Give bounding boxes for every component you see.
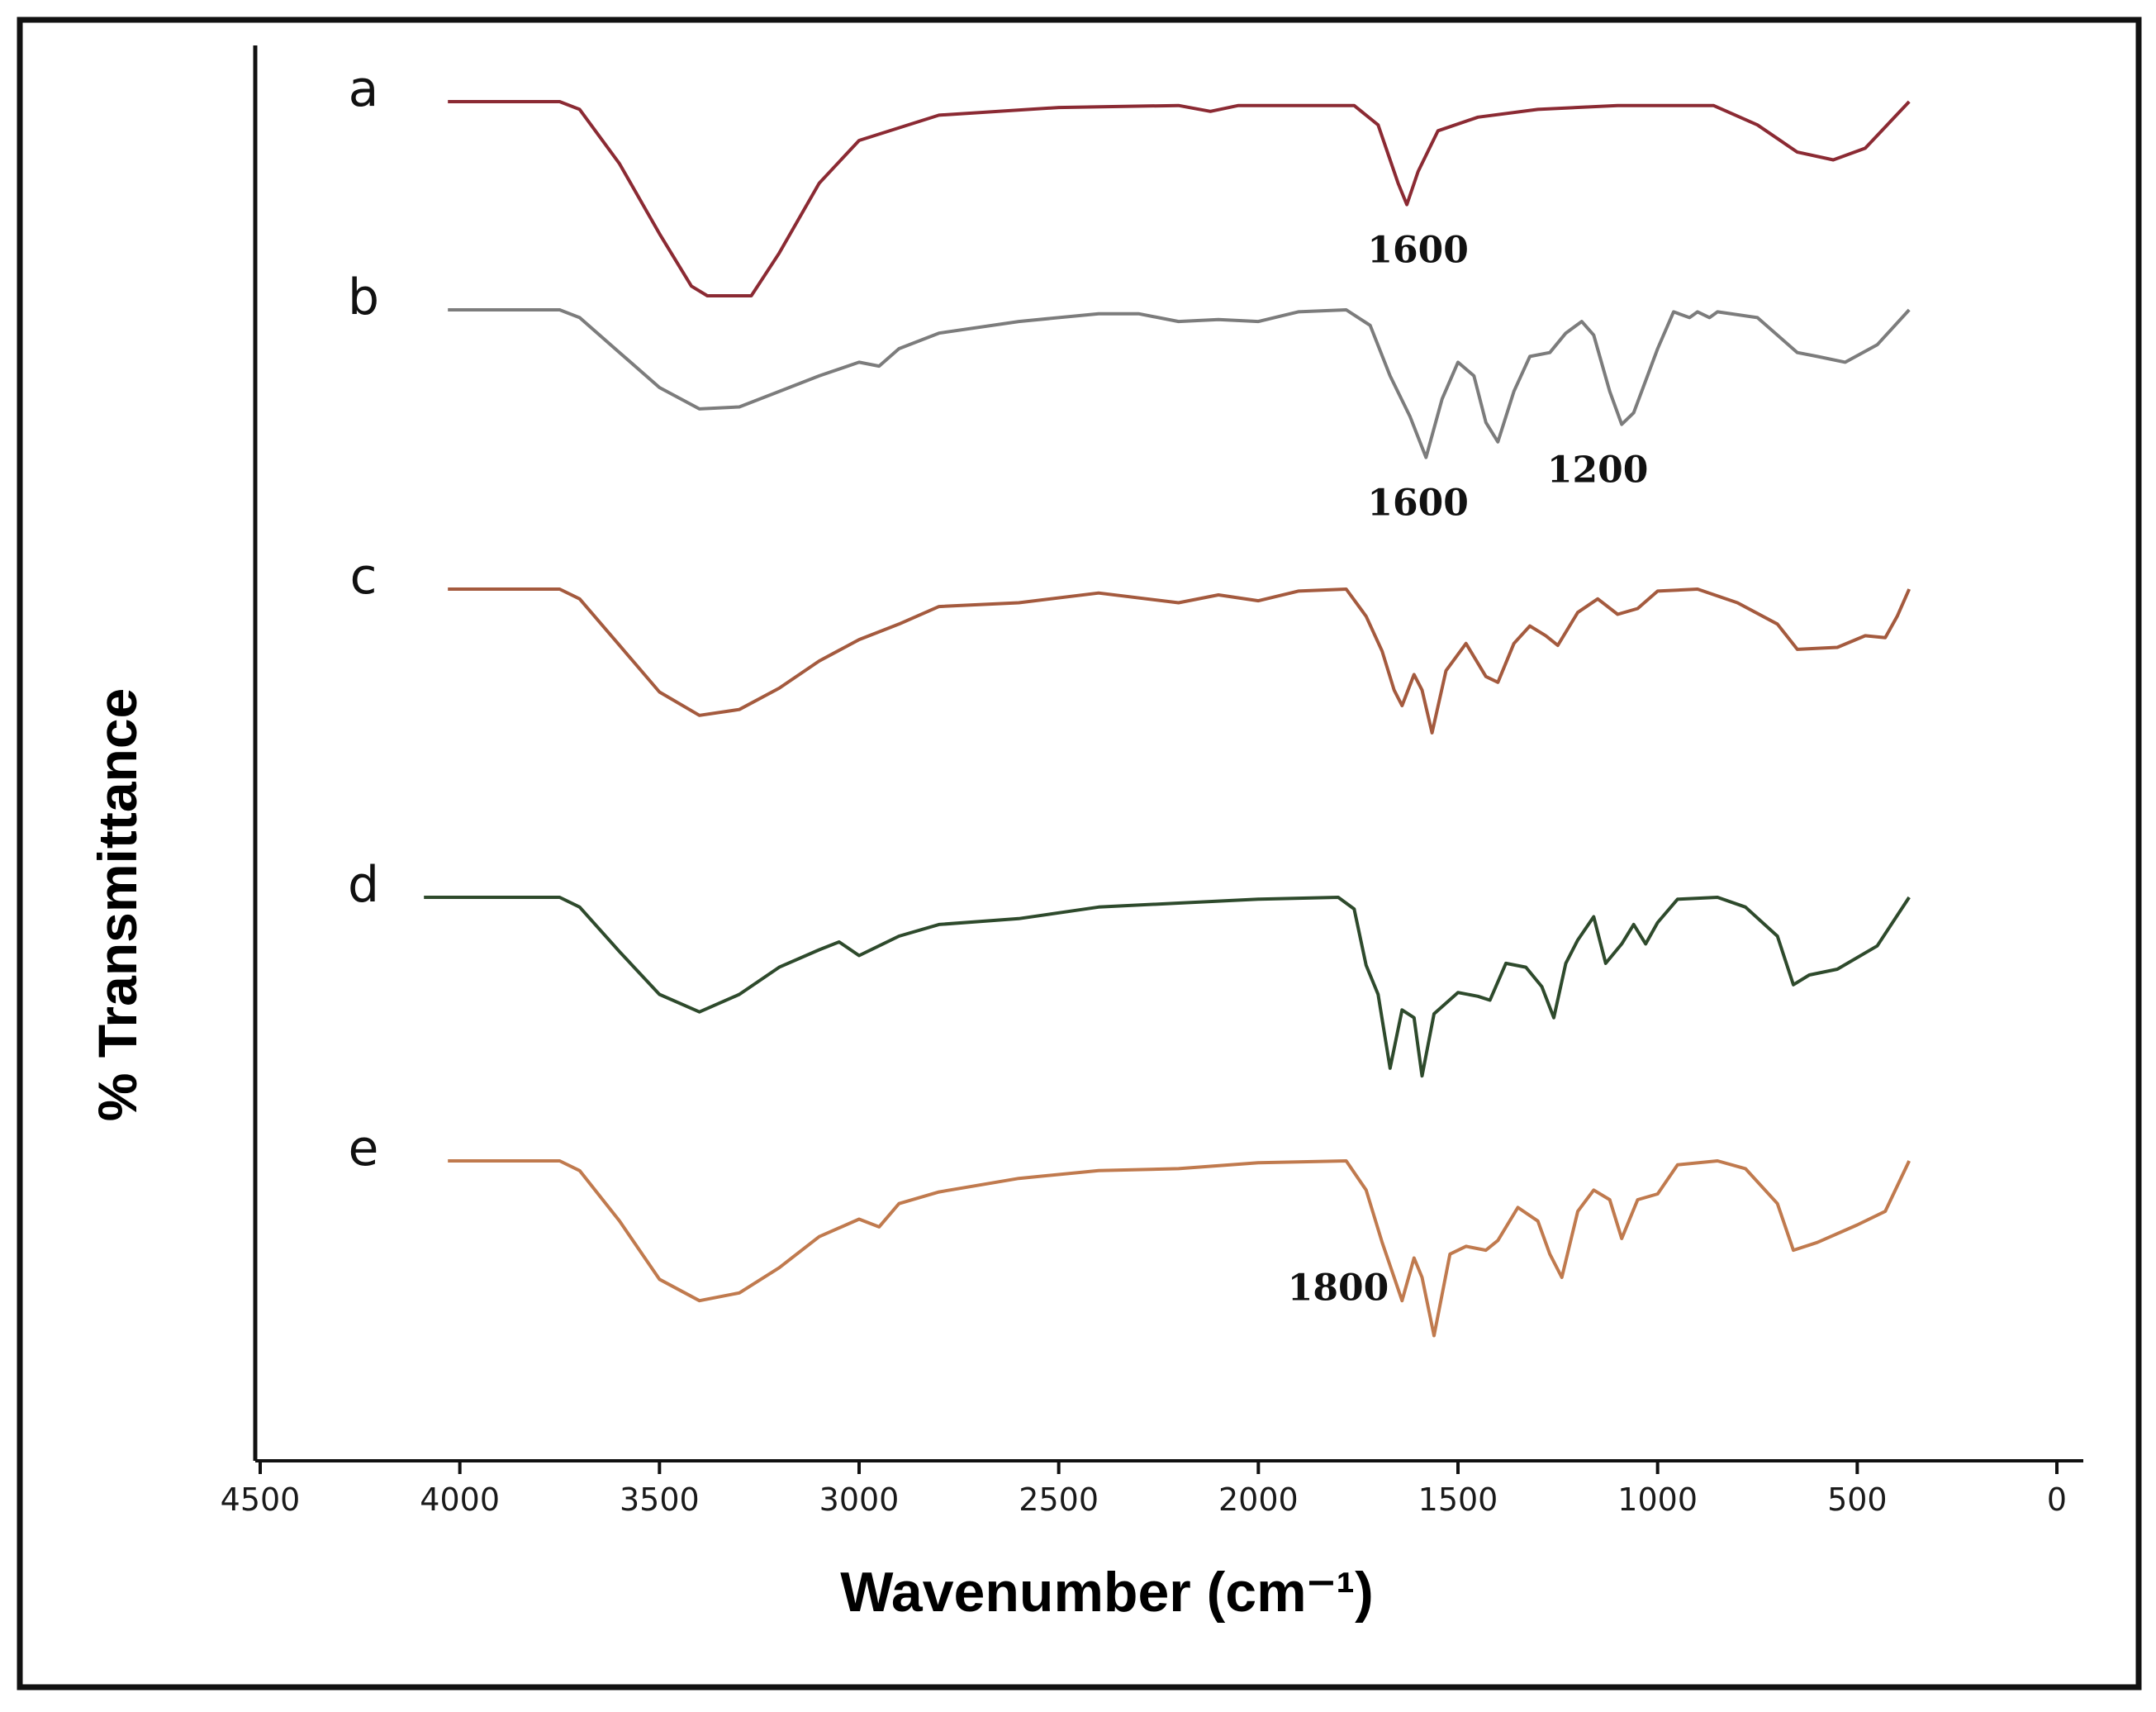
trace-c (448, 587, 1911, 735)
annotation-b-1200: 1200 (1547, 449, 1648, 492)
series-label-a: a (349, 60, 379, 118)
series-label-d: d (348, 856, 379, 914)
annotation-a-1600: 1600 (1367, 230, 1468, 272)
x-tick-label-4500: 4500 (221, 1481, 301, 1518)
x-tick-label-0: 0 (2047, 1481, 2067, 1518)
trace-a (448, 100, 1911, 297)
annotation-b-1600: 1600 (1367, 483, 1468, 525)
annotation-e-1800: 1800 (1288, 1267, 1389, 1310)
trace-e (448, 1159, 1911, 1338)
x-tick-label-500: 500 (1827, 1481, 1888, 1518)
x-axis-ticks: 4500 4000 3500 3000 2500 2000 1500 1000 500 0 (221, 1461, 2067, 1518)
spectra-traces (424, 100, 1911, 1338)
trace-d (424, 896, 1911, 1078)
x-tick-label-2000: 2000 (1218, 1481, 1299, 1518)
series-label-b: b (348, 269, 379, 326)
x-tick-label-3000: 3000 (819, 1481, 900, 1518)
x-tick-label-1500: 1500 (1418, 1481, 1498, 1518)
x-tick-label-1000: 1000 (1617, 1481, 1698, 1518)
series-label-c: c (350, 548, 378, 606)
peak-annotations: 1600 1600 1200 1800 (1288, 230, 1649, 1310)
x-tick-label-4000: 4000 (420, 1481, 500, 1518)
figure-border (17, 17, 2142, 1691)
trace-b (448, 308, 1911, 459)
series-label-e: e (349, 1120, 379, 1177)
series-labels: a b c d e (348, 60, 379, 1177)
x-tick-label-3500: 3500 (620, 1481, 700, 1518)
x-axis-title: Wavenumber (cm⁻¹) (840, 1561, 1373, 1624)
y-axis-title: % Transmittance (87, 688, 148, 1122)
x-tick-label-2500: 2500 (1019, 1481, 1099, 1518)
